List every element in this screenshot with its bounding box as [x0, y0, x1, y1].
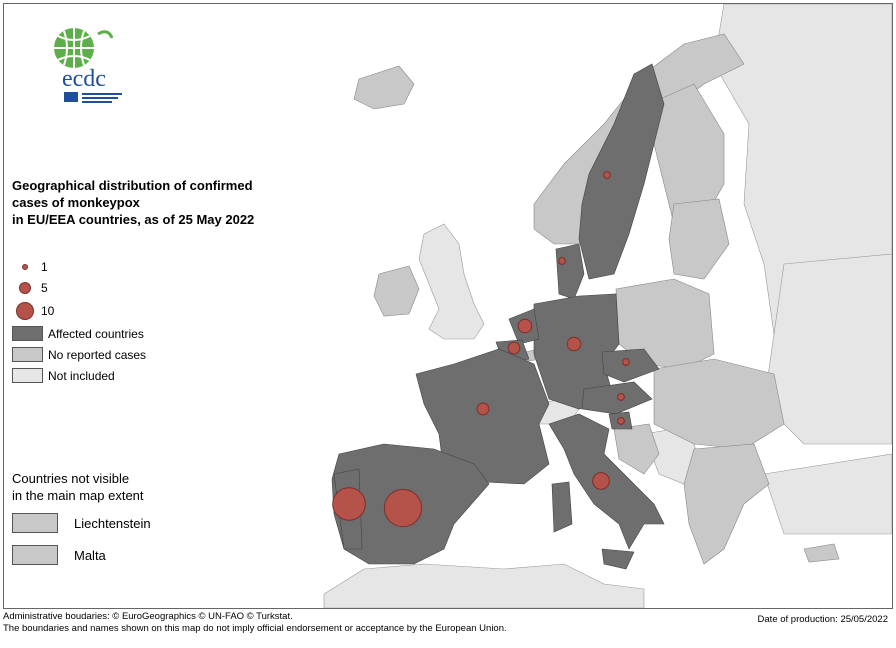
logo-text: ecdc — [62, 66, 106, 92]
map-title: Geographical distribution of confirmed c… — [12, 177, 312, 228]
title-line-3: in EU/EEA countries, as of 25 May 2022 — [12, 212, 255, 227]
case-bubbles — [332, 171, 630, 528]
case-bubble-netherlands — [517, 318, 533, 334]
case-bubble-austria — [617, 393, 625, 401]
map-frame: ecdc — [3, 3, 893, 609]
ecdc-logo-graphic: ecdc — [54, 28, 122, 103]
legend-size-1: 1 — [12, 260, 48, 274]
region-bulgaria-greece — [683, 443, 770, 565]
region-turkey — [763, 453, 892, 535]
legend-affected-label: Affected countries — [48, 326, 144, 341]
legend-size-1-label: 1 — [41, 260, 48, 274]
region-slovakia-hungary-romania — [653, 358, 785, 450]
footer-credits: Administrative boudaries: © EuroGeograph… — [3, 611, 507, 635]
case-bubble-spain — [383, 488, 423, 528]
case-bubble-slovenia — [617, 417, 625, 425]
case-bubble-czechia — [622, 358, 630, 366]
legend-no-reported: No reported cases — [12, 347, 146, 362]
case-bubble-belgium — [507, 341, 521, 355]
case-bubble-sweden — [603, 171, 611, 179]
region-uk — [418, 223, 485, 340]
legend-swatch-no-reported — [12, 347, 43, 362]
region-sardinia — [551, 481, 573, 533]
region-germany — [533, 293, 620, 410]
region-sweden — [578, 63, 665, 280]
case-bubble-germany — [566, 336, 582, 352]
region-france — [415, 348, 550, 485]
legend-dot-10 — [16, 302, 34, 320]
not-visible-title-line-2: in the main map extent — [12, 488, 144, 503]
liechtenstein-label: Liechtenstein — [74, 515, 151, 531]
case-bubble-france — [476, 402, 490, 416]
region-austria — [581, 381, 653, 415]
legend-dot-5 — [19, 282, 31, 294]
legend-dot-1 — [22, 264, 28, 270]
case-bubble-denmark — [558, 257, 566, 265]
region-cyprus — [803, 543, 840, 563]
region-baltics — [668, 198, 730, 280]
legend-swatch-affected — [12, 326, 43, 341]
title-line-2: cases of monkeypox — [12, 195, 140, 210]
region-sicily — [601, 548, 635, 570]
not-visible-malta: Malta — [12, 545, 106, 565]
production-date: Date of production: 25/05/2022 — [757, 614, 888, 625]
case-bubble-portugal — [332, 487, 366, 521]
ecdc-logo: ecdc — [42, 24, 142, 106]
legend-size-10: 10 — [12, 302, 54, 320]
legend-swatch-not-included — [12, 368, 43, 383]
legend-size-10-label: 10 — [41, 304, 55, 318]
swatch-malta — [12, 545, 58, 565]
swatch-liechtenstein — [12, 513, 58, 533]
not-visible-title: Countries not visible in the main map ex… — [12, 470, 144, 504]
not-visible-liechtenstein: Liechtenstein — [12, 513, 151, 533]
legend-not-included: Not included — [12, 368, 115, 383]
footer-line-2: The boundaries and names shown on this m… — [3, 623, 507, 634]
europe-map — [323, 4, 892, 608]
region-iceland — [353, 65, 415, 110]
footer-line-1: Administrative boudaries: © EuroGeograph… — [3, 611, 293, 622]
region-denmark — [555, 243, 585, 300]
legend-size-5: 5 — [12, 281, 48, 295]
legend-no-reported-label: No reported cases — [48, 347, 147, 362]
title-line-1: Geographical distribution of confirmed — [12, 178, 253, 193]
legend-affected: Affected countries — [12, 326, 144, 341]
legend-not-included-label: Not included — [48, 368, 115, 383]
region-ireland — [373, 265, 420, 317]
region-croatia — [613, 423, 660, 475]
region-portugal-border — [333, 468, 363, 550]
legend-size-5-label: 5 — [41, 281, 48, 295]
region-belarus-ukraine-east — [763, 253, 892, 445]
region-north-africa — [323, 563, 645, 608]
malta-label: Malta — [74, 547, 106, 563]
not-visible-title-line-1: Countries not visible — [12, 471, 130, 486]
region-czechia — [601, 348, 660, 383]
case-bubble-italy — [592, 472, 610, 490]
